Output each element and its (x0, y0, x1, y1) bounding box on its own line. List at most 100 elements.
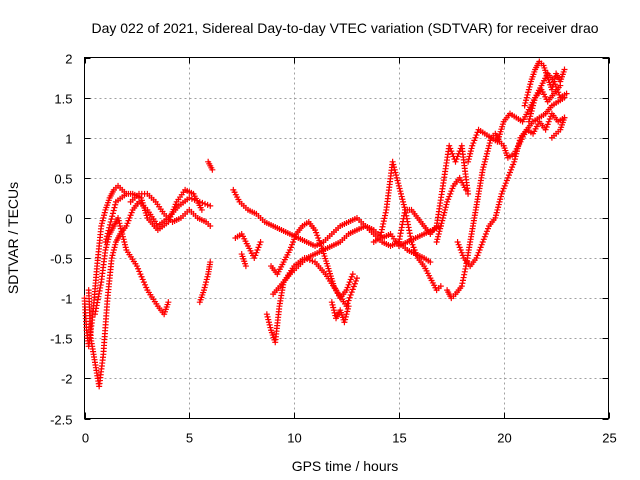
data-point (412, 249, 419, 256)
data-point (265, 316, 272, 323)
data-point (467, 150, 474, 157)
data-point (329, 301, 336, 308)
x-tick-label: 5 (186, 431, 193, 446)
data-point (138, 273, 145, 280)
data-series-arc-19 (454, 110, 568, 270)
data-point (440, 212, 447, 219)
data-point (346, 279, 353, 286)
axis-ticks: -2.5-2-1.5-1-0.500.511.520 5 10 15 20 25 (50, 52, 617, 446)
data-point (511, 158, 518, 165)
data-point (380, 218, 387, 225)
data-point (347, 291, 354, 298)
data-series-arc-2 (85, 194, 214, 390)
data-point (399, 196, 406, 203)
data-series-arc-13 (270, 255, 360, 310)
data-point (118, 228, 125, 235)
data-point (521, 102, 528, 109)
data-point (453, 156, 460, 163)
data-point (557, 82, 564, 89)
data-point (446, 193, 453, 200)
data-point (351, 280, 358, 287)
data-point (314, 232, 321, 239)
data-point (122, 241, 129, 248)
data-point (413, 252, 420, 259)
data-point (465, 158, 472, 165)
data-point (525, 118, 532, 125)
x-axis-label: GPS time / hours (292, 458, 399, 474)
data-point (516, 140, 523, 147)
data-point (456, 244, 463, 251)
data-point (348, 289, 355, 296)
data-point (434, 236, 441, 243)
data-point (186, 194, 193, 201)
data-point (480, 236, 487, 243)
data-point (452, 158, 459, 165)
data-point (465, 156, 472, 163)
data-series-arc-3 (91, 214, 172, 318)
data-point (439, 214, 446, 221)
data-point (207, 259, 214, 266)
data-point (331, 309, 338, 316)
data-point (542, 126, 549, 133)
data-point (255, 244, 262, 251)
data-point (378, 229, 385, 236)
data-point (478, 241, 485, 248)
data-point (344, 308, 351, 315)
data-point (342, 313, 349, 320)
data-point (102, 239, 109, 246)
data-point (289, 241, 296, 248)
data-point (98, 220, 105, 227)
y-tick-label: -0.5 (50, 252, 72, 267)
data-point (109, 252, 116, 259)
data-point (561, 114, 568, 121)
data-point (115, 214, 122, 221)
data-point (102, 247, 109, 254)
data-point (353, 275, 360, 282)
data-point (470, 140, 477, 147)
data-point (509, 164, 516, 171)
data-point (543, 124, 550, 131)
data-point (349, 286, 356, 293)
data-point (427, 259, 434, 266)
data-point (287, 244, 294, 251)
data-point (435, 230, 442, 237)
data-point (479, 166, 486, 173)
data-point (435, 233, 442, 240)
data-point (377, 232, 384, 239)
data-point (393, 174, 400, 181)
data-point (472, 134, 479, 141)
data-point (449, 185, 456, 192)
data-point (476, 247, 483, 254)
data-point (398, 193, 405, 200)
data-point (437, 222, 444, 229)
data-point (341, 319, 348, 326)
data-point (530, 102, 537, 109)
data-point (475, 249, 482, 256)
data-point (109, 210, 116, 217)
data-point (516, 137, 523, 144)
data-point (484, 148, 491, 155)
data-point (106, 221, 113, 228)
data-point (309, 258, 316, 265)
data-point (304, 256, 311, 263)
data-point (526, 83, 533, 90)
data-point (119, 233, 126, 240)
data-point (380, 220, 387, 227)
data-point (123, 222, 130, 229)
data-point (483, 228, 490, 235)
data-point (496, 198, 503, 205)
data-point (110, 207, 117, 214)
data-point (389, 158, 396, 165)
data-point (523, 94, 530, 101)
data-point (252, 252, 259, 259)
data-point (484, 225, 491, 232)
data-point (437, 283, 444, 290)
data-point (110, 247, 117, 254)
data-point (316, 237, 323, 244)
data-point (459, 252, 466, 259)
data-point (98, 222, 105, 229)
data-point (492, 214, 499, 221)
data-point (257, 239, 264, 246)
data-series-arc-14 (328, 299, 352, 326)
data-point (486, 142, 493, 149)
